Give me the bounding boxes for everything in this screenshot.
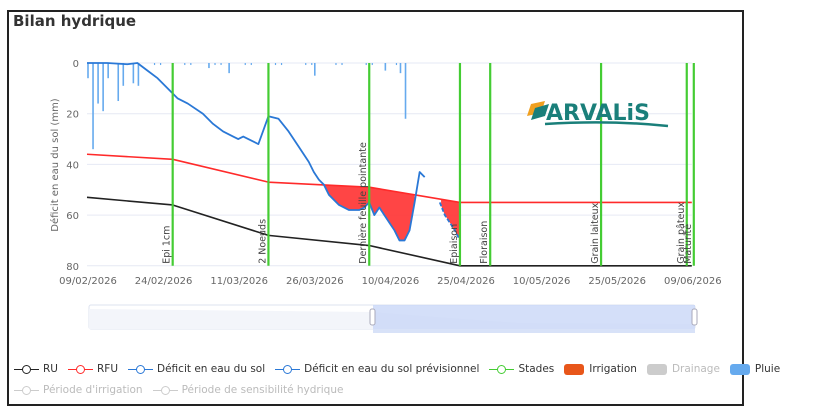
stage-label: 2 Noeuds	[257, 219, 268, 264]
y-tick-label: 80	[66, 262, 79, 273]
x-tick-label: 10/05/2026	[513, 276, 571, 287]
deficit-line	[87, 62, 426, 242]
legend-stades[interactable]: Stades	[489, 363, 554, 375]
stage-label: Grain pâteux	[676, 202, 687, 264]
stage-label: Epiaison	[449, 224, 460, 264]
y-tick-label: 20	[66, 110, 79, 121]
x-tick-label: 11/03/2026	[210, 276, 268, 287]
y-axis-label: Déficit en eau du sol (mm)	[49, 98, 61, 232]
x-tick-label: 09/06/2026	[664, 276, 722, 287]
legend-deficit-prev[interactable]: Déficit en eau du sol prévisionnel	[275, 363, 479, 375]
y-tick-label: 60	[66, 211, 79, 222]
stage-label: Dernière feuille pointante	[358, 142, 369, 264]
x-tick-label: 25/04/2026	[437, 276, 495, 287]
stage-label: Grain laiteux	[590, 202, 601, 263]
legend-drainage[interactable]: Drainage	[646, 363, 720, 375]
stage-label: Maturité	[683, 224, 694, 264]
logo-swoosh	[544, 121, 669, 128]
navigator-handle-right[interactable]	[691, 308, 698, 326]
x-tick-label: 24/02/2026	[135, 276, 193, 287]
legend-pluie[interactable]: Pluie	[729, 363, 780, 375]
logo-mark	[531, 104, 549, 120]
x-tick-label: 09/02/2026	[59, 276, 117, 287]
legend-irrigation[interactable]: Irrigation	[564, 363, 637, 375]
legend-row-1: RU RFU Déficit en eau du sol Déficit en …	[14, 363, 790, 375]
navigator-selected-range[interactable]	[373, 305, 695, 329]
legend-rfu[interactable]: RFU	[67, 363, 118, 375]
y-tick-label: 40	[66, 160, 79, 171]
x-tick-label: 26/03/2026	[286, 276, 344, 287]
x-tick-label: 10/04/2026	[362, 276, 420, 287]
stage-label: Epi 1cm	[162, 226, 173, 264]
legend-deficit[interactable]: Déficit en eau du sol	[128, 363, 265, 375]
deficit-forecast-line	[438, 202, 461, 241]
legend-row-2: Période d'irrigation Période de sensibil…	[14, 384, 353, 396]
chart-title: Bilan hydrique	[13, 12, 137, 30]
legend-periode-sensibilite[interactable]: Période de sensibilité hydrique	[152, 384, 343, 396]
navigator-scrollbar[interactable]	[373, 329, 695, 333]
rfu-line	[86, 153, 692, 204]
stage-label: Floraison	[479, 221, 490, 264]
ru-line	[86, 196, 692, 267]
legend-ru[interactable]: RU	[14, 363, 58, 375]
y-tick-label: 0	[73, 59, 79, 70]
legend-periode-irrigation[interactable]: Période d'irrigation	[14, 384, 143, 396]
x-tick-label: 25/05/2026	[588, 276, 646, 287]
navigator-handle-left[interactable]	[369, 308, 376, 326]
